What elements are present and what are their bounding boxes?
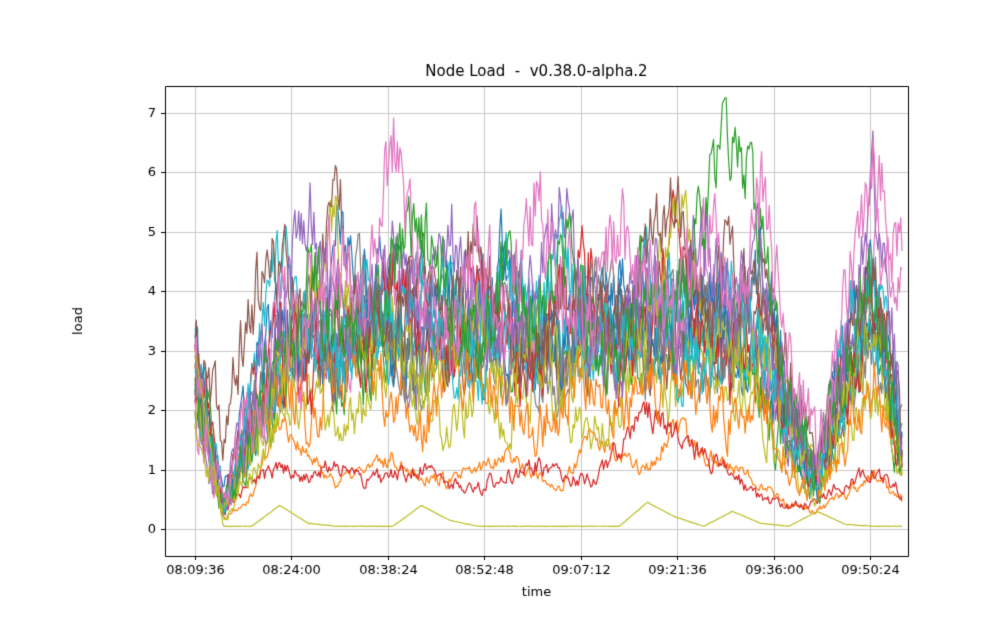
figure: Node Load - v0.38.0-alpha.2 bbox=[40, 16, 1000, 616]
node-load-chart bbox=[40, 16, 1000, 616]
